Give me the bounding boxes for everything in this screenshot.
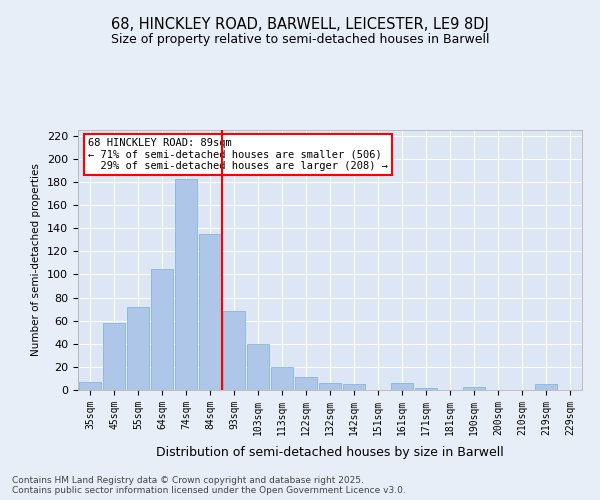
Bar [271, 367, 293, 390]
Bar [103, 323, 125, 390]
Y-axis label: Number of semi-detached properties: Number of semi-detached properties [31, 164, 41, 356]
Text: Size of property relative to semi-detached houses in Barwell: Size of property relative to semi-detach… [111, 32, 489, 46]
Text: Contains HM Land Registry data © Crown copyright and database right 2025.
Contai: Contains HM Land Registry data © Crown c… [12, 476, 406, 495]
Bar [223, 312, 245, 390]
Bar [343, 384, 365, 390]
Bar [175, 178, 197, 390]
Bar [247, 344, 269, 390]
Bar [463, 386, 485, 390]
X-axis label: Distribution of semi-detached houses by size in Barwell: Distribution of semi-detached houses by … [156, 446, 504, 459]
Text: 68 HINCKLEY ROAD: 89sqm
← 71% of semi-detached houses are smaller (506)
  29% of: 68 HINCKLEY ROAD: 89sqm ← 71% of semi-de… [88, 138, 388, 171]
Bar [127, 307, 149, 390]
Bar [535, 384, 557, 390]
Bar [295, 378, 317, 390]
Bar [199, 234, 221, 390]
Text: 68, HINCKLEY ROAD, BARWELL, LEICESTER, LE9 8DJ: 68, HINCKLEY ROAD, BARWELL, LEICESTER, L… [111, 18, 489, 32]
Bar [415, 388, 437, 390]
Bar [151, 268, 173, 390]
Bar [319, 383, 341, 390]
Bar [79, 382, 101, 390]
Bar [391, 383, 413, 390]
